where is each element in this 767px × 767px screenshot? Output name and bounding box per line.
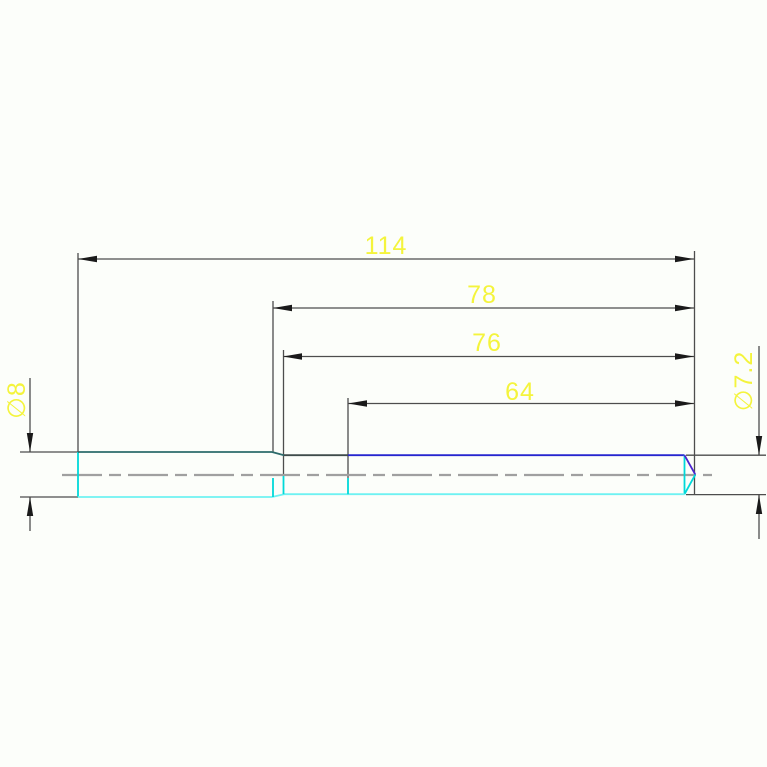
arrowheads: [26, 255, 763, 516]
arrow-dia72-down: [755, 436, 763, 456]
dimension-and-extension-lines: [20, 251, 766, 539]
arrow-76-left: [283, 353, 302, 360]
arrow-78-left: [273, 304, 292, 312]
arrow-64-right: [675, 400, 694, 407]
arrow-78-right: [675, 304, 694, 312]
part-top-chamfer: [271, 451, 285, 457]
dim-label-114: 114: [364, 232, 408, 260]
part-tip-upper: [683, 454, 697, 476]
arrow-dia72-up: [755, 494, 763, 514]
arrow-dia8-up: [26, 497, 34, 516]
arrow-76-right: [675, 353, 694, 360]
part-outline: [77, 451, 697, 498]
dim-label-diameter-8: ∅8: [3, 381, 31, 419]
dim-label-76: 76: [472, 329, 502, 357]
part-bottom-chamfer: [271, 493, 285, 498]
dim-label-78: 78: [467, 281, 497, 309]
arrow-dia8-down: [26, 433, 34, 452]
dim-label-64: 64: [505, 378, 535, 406]
arrow-114-right: [675, 255, 694, 263]
part-tip-lower: [683, 474, 697, 495]
arrow-114-left: [78, 255, 97, 263]
arrow-64-left: [348, 400, 367, 407]
dim-label-diameter-7-2: ∅7.2: [730, 350, 758, 412]
